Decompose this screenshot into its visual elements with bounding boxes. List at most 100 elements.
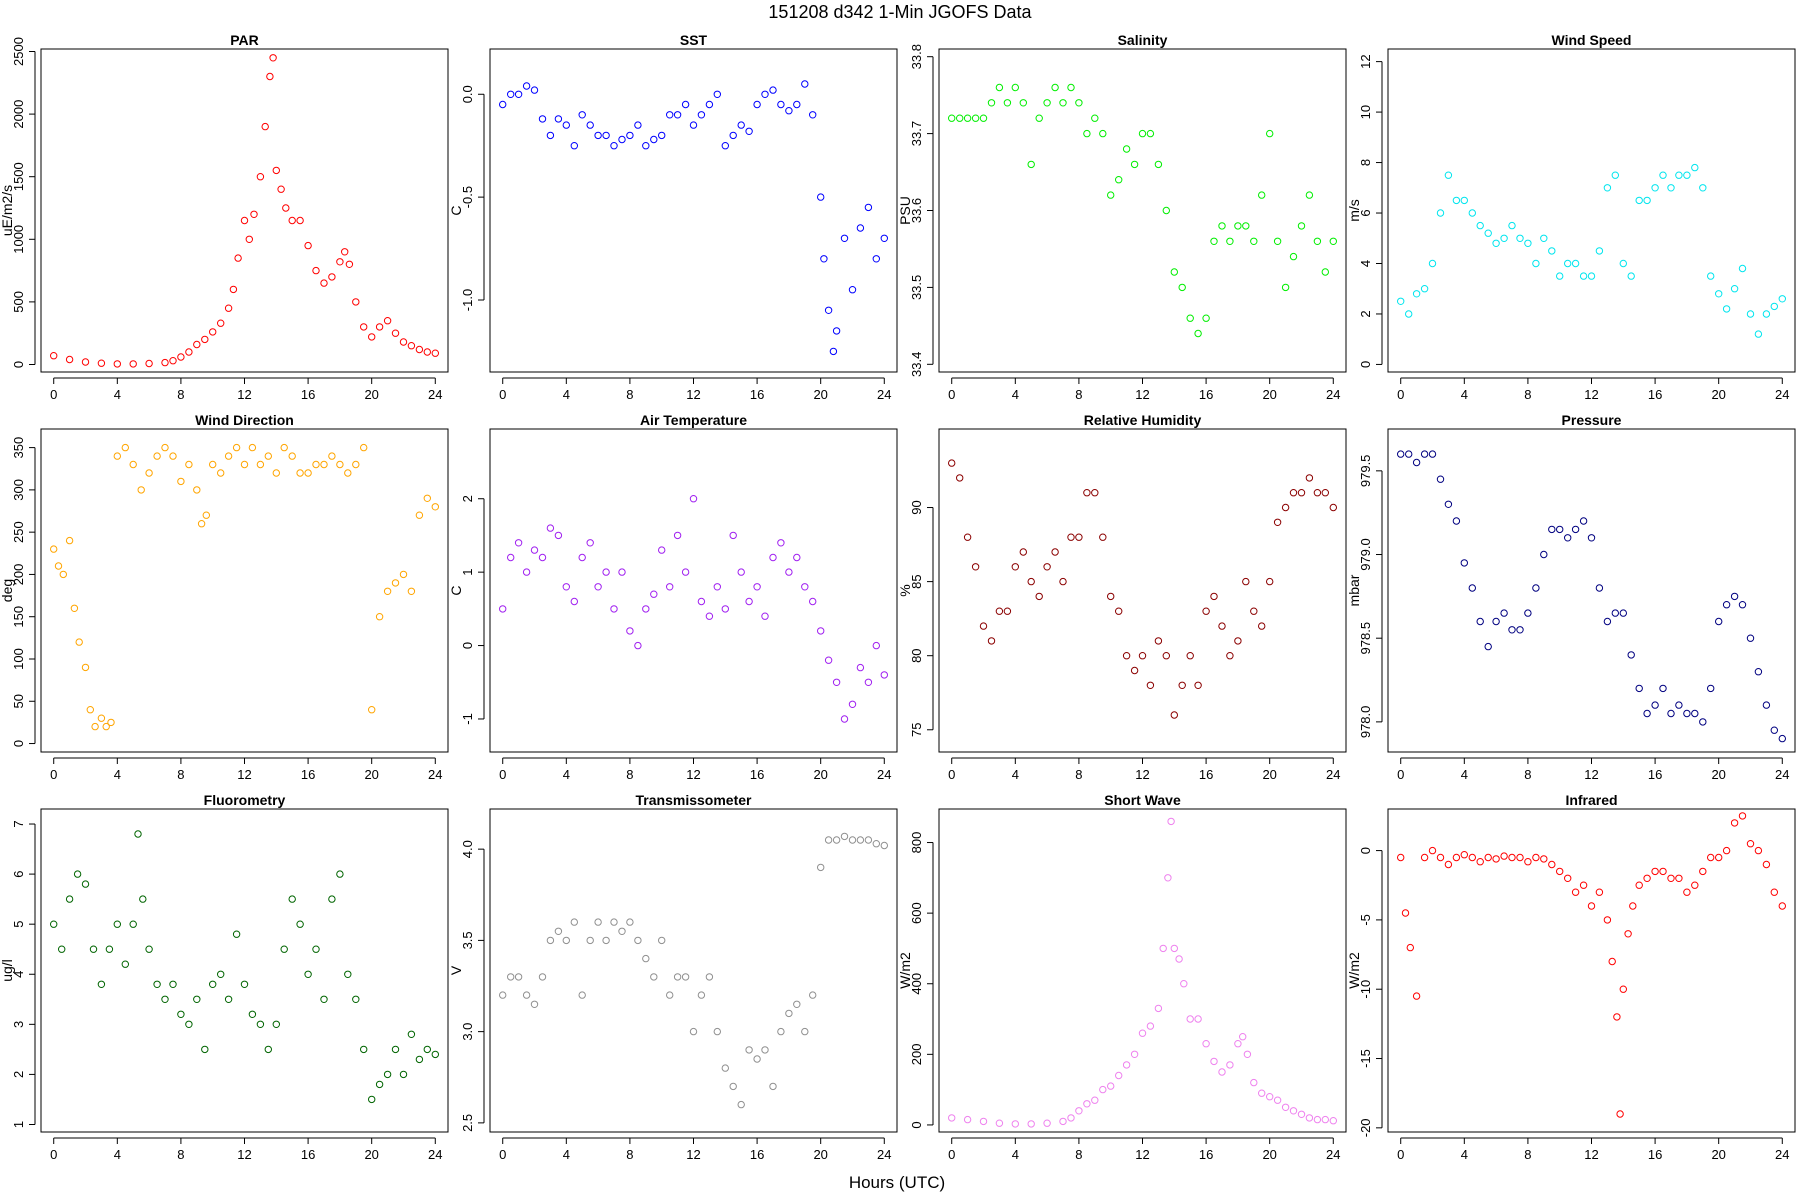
data-point xyxy=(1281,283,1290,292)
data-point xyxy=(217,469,225,477)
data-point xyxy=(280,945,288,953)
data-point xyxy=(650,135,658,144)
data-point xyxy=(217,319,225,327)
y-tick-label: 12 xyxy=(1358,54,1373,68)
x-tick-label: 8 xyxy=(1524,387,1531,402)
data-point xyxy=(312,266,320,275)
x-tick-label: 4 xyxy=(563,387,570,402)
data-point xyxy=(809,111,817,119)
data-point xyxy=(375,323,384,331)
data-point xyxy=(856,224,865,232)
data-point xyxy=(594,583,602,591)
data-point xyxy=(129,920,137,928)
data-point xyxy=(1730,285,1739,293)
data-point xyxy=(1258,622,1266,630)
data-point xyxy=(185,348,193,356)
data-point xyxy=(1675,701,1683,709)
x-tick-label: 4 xyxy=(1012,1147,1019,1162)
x-tick-label: 0 xyxy=(1397,387,1404,402)
data-point xyxy=(312,945,320,953)
y-tick-label: 600 xyxy=(909,902,924,924)
data-point xyxy=(514,539,523,547)
series-points xyxy=(499,495,888,723)
data-point xyxy=(848,286,857,294)
data-point xyxy=(383,317,392,325)
x-tick-label: 24 xyxy=(1775,387,1789,402)
data-point xyxy=(1115,176,1123,184)
data-point xyxy=(102,722,110,731)
data-point xyxy=(288,452,296,460)
data-point xyxy=(320,279,328,287)
data-point xyxy=(761,90,769,99)
data-point xyxy=(234,254,242,262)
panel-title: Air Temperature xyxy=(640,412,747,428)
data-point xyxy=(1579,517,1588,525)
data-point xyxy=(1746,310,1755,318)
data-point xyxy=(737,1100,745,1109)
panel-sst: SST 0 4 8 12 16 20 24 0.0 -0.5 -1.0 C xyxy=(448,32,898,402)
data-point xyxy=(1138,129,1147,138)
data-point xyxy=(586,936,594,945)
data-point xyxy=(562,121,570,129)
x-tick-label: 8 xyxy=(1524,1147,1531,1162)
data-point xyxy=(217,970,225,978)
data-point xyxy=(1313,237,1322,246)
data-point xyxy=(1444,171,1453,179)
data-point xyxy=(352,995,360,1003)
data-point xyxy=(360,1045,368,1054)
data-point xyxy=(1003,99,1012,107)
data-point xyxy=(1629,902,1637,910)
data-point xyxy=(423,348,431,356)
data-point xyxy=(840,832,849,841)
data-point xyxy=(1083,489,1091,497)
data-point xyxy=(328,452,336,460)
y-tick-label: 80 xyxy=(909,648,924,662)
data-point xyxy=(256,1020,265,1029)
data-point xyxy=(368,706,376,714)
data-point xyxy=(769,1082,777,1091)
data-point xyxy=(673,973,682,981)
data-point xyxy=(1492,617,1500,626)
x-tick-label: 20 xyxy=(1262,387,1276,402)
data-point xyxy=(1428,846,1437,855)
data-point xyxy=(1667,709,1675,718)
data-point xyxy=(1675,874,1683,882)
plot-frame xyxy=(1387,808,1796,1133)
data-point xyxy=(423,1045,431,1054)
data-point xyxy=(530,546,539,554)
y-axis-label: % xyxy=(897,584,913,596)
data-point xyxy=(1180,980,1188,988)
data-point xyxy=(272,469,280,477)
data-point xyxy=(1603,916,1612,924)
data-point xyxy=(1218,622,1226,630)
data-point xyxy=(1051,548,1059,556)
data-point xyxy=(1329,1117,1338,1125)
y-axis-label: V xyxy=(448,965,464,975)
data-point xyxy=(261,122,269,131)
data-point xyxy=(546,131,555,140)
data-point xyxy=(1524,858,1532,866)
data-point xyxy=(586,539,594,547)
data-point xyxy=(880,671,888,679)
data-point xyxy=(1564,534,1572,542)
data-point xyxy=(1707,684,1715,693)
data-point xyxy=(1075,99,1083,107)
data-point xyxy=(1401,909,1410,917)
data-point xyxy=(817,193,825,201)
data-point xyxy=(634,121,642,129)
data-point xyxy=(538,553,547,562)
data-point xyxy=(360,443,368,452)
data-point xyxy=(1099,1085,1107,1094)
data-point xyxy=(971,563,980,571)
data-point xyxy=(1210,1057,1218,1066)
data-point xyxy=(507,973,515,981)
data-point xyxy=(345,260,354,268)
data-point xyxy=(1595,247,1604,255)
x-tick-label: 20 xyxy=(813,387,827,402)
data-point xyxy=(793,100,801,109)
y-tick-label: 2.5 xyxy=(460,1114,475,1132)
data-point xyxy=(209,328,217,336)
data-point xyxy=(1619,985,1628,993)
data-point xyxy=(1643,196,1651,205)
data-point xyxy=(1468,853,1477,862)
